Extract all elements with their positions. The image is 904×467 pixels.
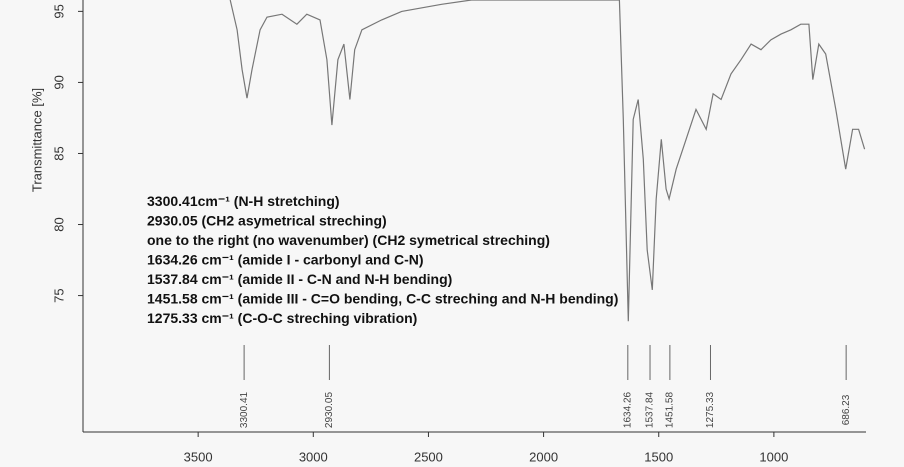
peak-label: 686.23 xyxy=(841,394,852,425)
spectrum-line xyxy=(229,0,866,322)
y-tick-label: 95 xyxy=(51,4,66,18)
annotation: 1537.84 cm⁻¹ (amide II - C-N and N-H ben… xyxy=(147,271,452,287)
x-tick-label: 1000 xyxy=(759,449,788,464)
y-tick-label: 85 xyxy=(51,146,66,160)
peak-label: 3300.41 xyxy=(239,391,250,428)
x-tick-label: 2500 xyxy=(414,449,443,464)
y-tick-label: 75 xyxy=(51,288,66,302)
x-tick-label: 3000 xyxy=(299,449,328,464)
annotation: one to the right (no wavenumber) (CH2 sy… xyxy=(147,232,550,248)
annotation: 2930.05 (CH2 asymetrical streching) xyxy=(147,213,387,229)
y-axis-title: Transmittance [%] xyxy=(29,88,44,192)
x-tick-label: 3500 xyxy=(184,449,213,464)
peak-label: 1451.58 xyxy=(665,391,676,428)
peak-label: 1634.26 xyxy=(622,391,633,428)
x-tick-label: 2000 xyxy=(529,449,558,464)
y-tick-label: 80 xyxy=(51,217,66,231)
annotation: 1275.33 cm⁻¹ (C-O-C streching vibration) xyxy=(147,310,417,326)
peak-label: 1537.84 xyxy=(645,391,656,428)
peak-label: 2930.05 xyxy=(324,391,335,428)
x-tick-label: 1500 xyxy=(644,449,673,464)
peak-label: 1275.33 xyxy=(705,391,716,428)
y-tick-label: 90 xyxy=(51,75,66,89)
annotation: 1451.58 cm⁻¹ (amide III - C=O bending, C… xyxy=(147,291,618,307)
annotation: 3300.41cm⁻¹ (N-H stretching) xyxy=(147,193,340,209)
annotation: 1634.26 cm⁻¹ (amide I - carbonyl and C-N… xyxy=(147,252,424,268)
